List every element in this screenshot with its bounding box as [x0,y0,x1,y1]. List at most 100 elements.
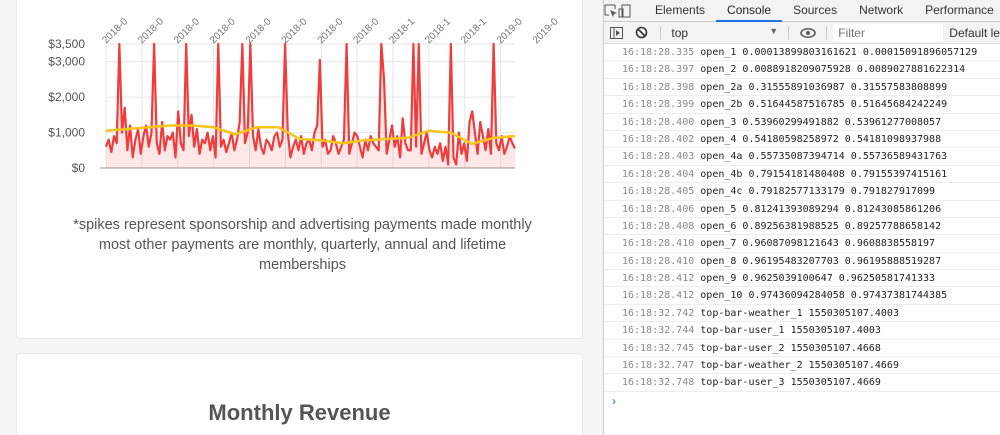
chart-card [16,0,583,339]
message-text: open_7 0.96087098121643 0.9608838558197 [700,238,936,250]
section-title: Monthly Revenue [208,400,391,425]
x-tick-label: 2019-0 [495,16,525,46]
console-message: 16:18:28.412 open_10 0.97436094284058 0.… [604,287,1000,305]
devtools-tabbar: Elements Console Sources Network Perform… [604,0,1000,22]
log-levels-dropdown[interactable]: Default le [949,25,1000,40]
average-line [105,124,516,146]
y-tick-label: $2,000 [48,90,85,104]
message-text: open_6 0.89256381988525 0.89257788658142 [700,220,942,232]
timestamp: 16:18:28.402 [622,133,695,145]
x-tick-label: 2018-0 [316,16,346,46]
timestamp: 16:18:28.410 [622,255,695,267]
timestamp: 16:18:28.335 [622,47,695,58]
chart-note: *spikes represent sponsorship and advert… [40,215,565,275]
timestamp: 16:18:28.412 [622,273,695,285]
timestamp: 16:18:28.400 [622,116,695,128]
web-page: 2018-0 2018-0 2018-0 2018-0 2018-0 2018-0 2018… [16,0,583,435]
timestamp: 16:18:28.408 [622,220,695,232]
x-tick-label: 2018-0 [100,16,130,46]
x-tick-label: 2018-1 [423,16,453,46]
note-line-3: memberships [258,257,347,273]
x-tick-label: 2018-0 [172,16,202,46]
show-sidebar-icon[interactable] [604,22,629,44]
message-text: open_4b 0.79154181480408 0.7915539741516… [700,168,948,180]
message-text: open_10 0.97436094284058 0.9743738174438… [700,290,948,302]
inspect-element-icon[interactable] [604,0,618,22]
message-text: top-bar-weather_2 1550305107.4669 [700,360,899,372]
x-tick-label: 2018-0 [136,16,166,46]
console-message: 16:18:28.410 open_7 0.96087098121643 0.9… [604,235,1000,253]
x-tick-label: 2018-0 [351,16,381,46]
console-message: 16:18:28.399 open_2b 0.51644587516785 0.… [604,96,1000,114]
revenue-chart: 2018-0 2018-0 2018-0 2018-0 2018-0 2018-0 2018… [48,16,561,175]
x-tick-label: 2018-0 [244,16,274,46]
x-tick-label: 2018-0 [280,16,310,46]
device-toolbar-icon[interactable] [618,0,632,22]
timestamp: 16:18:32.744 [622,325,695,337]
divider [660,25,662,40]
message-text: open_1 0.00013899803161621 0.00015091896… [700,47,978,58]
message-text: open_4 0.54180598258972 0.54181098937988 [700,133,942,145]
console-message: 16:18:32.745 top-bar-user_2 1550305107.4… [604,340,1000,358]
timestamp: 16:18:28.399 [622,99,695,111]
x-tick-label: 2018-1 [459,16,489,46]
message-text: top-bar-user_2 1550305107.4668 [700,342,881,354]
message-text: open_2b 0.51644587516785 0.5164568424224… [700,99,948,111]
console-log: 16:18:28.335 open_1 0.00013899803161621 … [604,44,1000,392]
monthly-revenue-card [16,353,583,435]
timestamp: 16:18:32.748 [622,377,695,389]
tab-sources[interactable]: Sources [793,2,838,17]
console-message: 16:18:28.408 open_6 0.89256381988525 0.8… [604,218,1000,236]
y-tick-label: $0 [72,161,86,175]
timestamp: 16:18:28.405 [622,186,695,198]
devtools-panel: Elements Console Sources Network Perform… [603,0,1000,435]
message-text: open_2 0.0088918209075928 0.008902788162… [700,64,966,76]
divider [826,25,828,40]
context-value: top [671,25,689,40]
timestamp: 16:18:28.403 [622,151,695,163]
console-message: 16:18:32.747 top-bar-weather_2 155030510… [604,357,1000,375]
timestamp: 16:18:28.404 [622,168,695,180]
revenue-line [104,42,516,166]
timestamp: 16:18:28.406 [622,203,695,215]
message-text: open_9 0.9625039100647 0.96250581741333 [700,273,936,285]
console-message: 16:18:28.400 open_3 0.53960299491882 0.5… [604,114,1000,131]
live-expression-eye-icon[interactable] [795,22,820,44]
divider [788,25,790,40]
x-tick-label: 2018-1 [387,16,417,46]
console-message: 16:18:28.403 open_4a 0.55735087394714 0.… [604,148,1000,166]
message-text: open_5 0.81241393089294 0.81243085861206 [700,203,942,215]
dropdown-arrow-icon: ▼ [769,25,779,36]
tab-performance[interactable]: Performance [925,2,994,17]
console-message: 16:18:32.744 top-bar-user_1 1550305107.4… [604,322,1000,340]
message-text: top-bar-user_1 1550305107.4003 [700,325,881,337]
message-text: open_2a 0.31555891036987 0.3155758380889… [700,81,948,93]
message-text: open_3 0.53960299491882 0.53961277008057 [700,116,942,128]
console-message: 16:18:28.398 open_2a 0.31555891036987 0.… [604,79,1000,97]
filter-input[interactable] [833,23,944,42]
console-toolbar: top ▼ Default le [604,22,1000,44]
console-prompt[interactable]: › [612,393,616,408]
context-select[interactable]: top ▼ [667,26,782,40]
timestamp: 16:18:28.412 [622,290,695,302]
timestamp: 16:18:28.397 [622,64,695,76]
console-message: 16:18:28.335 open_1 0.00013899803161621 … [604,44,1000,62]
tab-console[interactable]: Console [716,0,783,22]
clear-console-icon[interactable] [629,22,654,44]
timestamp: 16:18:28.398 [622,81,695,93]
message-text: open_4c 0.79182577133179 0.791827917099 [700,186,936,198]
timestamp: 16:18:32.745 [622,342,695,354]
console-message: 16:18:28.404 open_4b 0.79154181480408 0.… [604,166,1000,184]
tab-elements[interactable]: Elements [655,2,706,17]
console-message: 16:18:28.397 open_2 0.0088918209075928 0… [604,61,1000,79]
console-message: 16:18:28.410 open_8 0.96195483207703 0.9… [604,253,1000,271]
console-message: 16:18:32.742 top-bar-weather_1 155030510… [604,305,1000,323]
message-text: open_4a 0.55735087394714 0.5573658943176… [700,151,948,163]
y-tick-label: $1,000 [48,126,85,140]
note-line-1: *spikes represent sponsorship and advert… [73,217,532,233]
tab-network[interactable]: Network [859,2,904,17]
console-message: 16:18:28.412 open_9 0.9625039100647 0.96… [604,270,1000,288]
y-tick-label: $3,500 [48,37,85,51]
timestamp: 16:18:32.742 [622,307,695,319]
note-line-2: most other payments are monthly, quarter… [98,237,507,253]
